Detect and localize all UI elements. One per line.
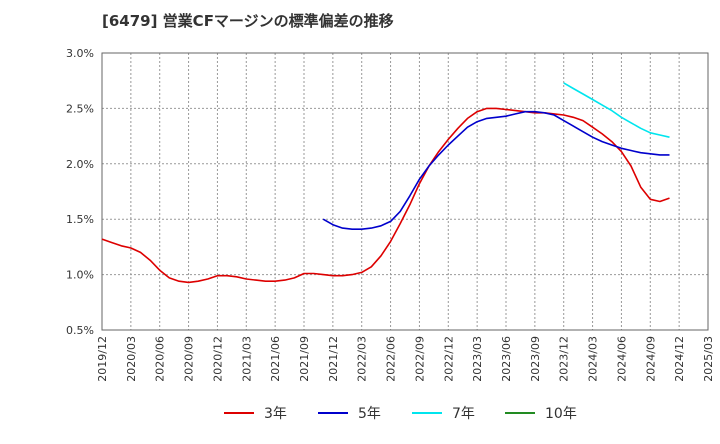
x-tick-label: 2022/03 — [356, 336, 369, 382]
x-tick-label: 2019/12 — [96, 336, 109, 382]
x-tick-label: 2020/03 — [125, 336, 138, 382]
x-tick-label: 2022/09 — [413, 336, 426, 382]
x-tick-label: 2021/06 — [269, 336, 282, 382]
x-tick-label: 2023/03 — [471, 336, 484, 382]
legend-label: 10年 — [545, 406, 577, 422]
y-tick-label: 2.5% — [66, 102, 94, 115]
x-tick-label: 2024/12 — [673, 336, 686, 382]
series-line — [101, 107, 670, 284]
series-line — [563, 82, 670, 138]
x-tick-label: 2024/06 — [615, 336, 628, 382]
legend-label: 3年 — [264, 406, 287, 422]
x-tick-label: 2021/12 — [327, 336, 340, 382]
x-tick-label: 2023/12 — [558, 336, 571, 382]
x-tick-label: 2020/09 — [183, 336, 196, 382]
x-tick-label: 2024/03 — [587, 336, 600, 382]
series-line — [322, 110, 670, 230]
x-tick-label: 2024/09 — [644, 336, 657, 382]
y-tick-label: 1.5% — [66, 213, 94, 226]
plot-area-frame — [101, 52, 709, 331]
legend-label: 7年 — [452, 406, 475, 422]
x-tick-label: 2021/09 — [298, 336, 311, 382]
y-tick-label: 0.5% — [66, 324, 94, 337]
legend-label: 5年 — [358, 406, 381, 422]
y-tick-label: 3.0% — [66, 47, 94, 60]
y-tick-label: 1.0% — [66, 269, 94, 282]
y-tick-label: 2.0% — [66, 158, 94, 171]
x-tick-label: 2022/12 — [442, 336, 455, 382]
x-tick-label: 2020/12 — [211, 336, 224, 382]
x-tick-label: 2022/06 — [385, 336, 398, 382]
x-tick-label: 2025/03 — [702, 336, 715, 382]
x-tick-label: 2023/06 — [500, 336, 513, 382]
x-tick-label: 2021/03 — [240, 336, 253, 382]
x-tick-label: 2020/06 — [154, 336, 167, 382]
x-tick-label: 2023/09 — [529, 336, 542, 382]
chart-title: [6479] 営業CFマージンの標準偏差の推移 — [102, 12, 394, 30]
